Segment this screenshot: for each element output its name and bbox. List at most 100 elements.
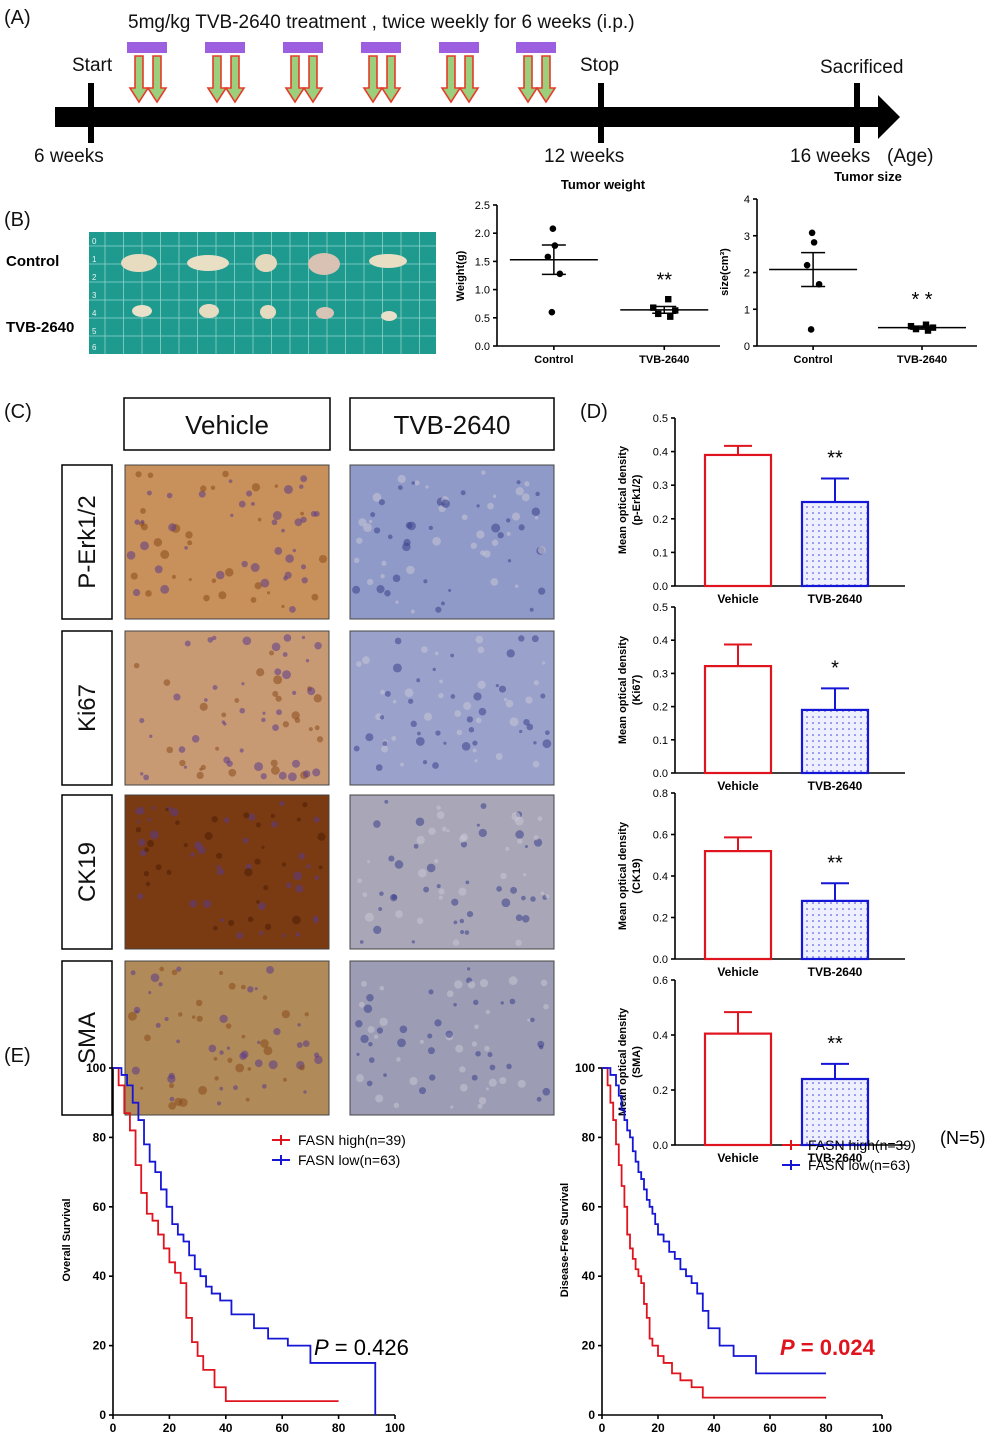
cell-nucleus (492, 494, 497, 498)
y-axis-label-marker: (p-Erk1/2) (631, 474, 643, 525)
timeline-arrow-head (878, 95, 900, 139)
bar-vehicle (703, 664, 773, 775)
cell-nucleus (225, 568, 234, 577)
dose-bar (361, 42, 401, 53)
start-label: Start (72, 55, 113, 76)
tumor-piece (260, 305, 276, 319)
dose-arrow-second (535, 55, 557, 104)
cell-nucleus (270, 813, 275, 818)
cell-nucleus (533, 838, 543, 847)
row-label: SMA (74, 1012, 101, 1064)
y-axis-label: Weight(g) (455, 250, 467, 301)
cell-nucleus (316, 736, 324, 743)
histology-row: SMA (61, 960, 555, 1116)
cell-nucleus (296, 817, 301, 822)
cell-nucleus (282, 721, 290, 728)
cell-nucleus (497, 532, 504, 539)
y-tick-label: 0.2 (653, 1085, 668, 1097)
cell-nucleus (443, 741, 447, 745)
cell-nucleus (215, 746, 220, 751)
cell-nucleus (362, 892, 368, 898)
cell-nucleus (135, 471, 142, 478)
cell-nucleus (276, 709, 282, 716)
bar-tvb (800, 500, 870, 588)
dose-marker (439, 42, 480, 104)
sacrificed-tick (854, 83, 860, 143)
cell-nucleus (272, 690, 279, 697)
cell-nucleus (533, 680, 540, 686)
cell-nucleus (191, 735, 200, 743)
cell-nucleus (271, 821, 278, 828)
cell-nucleus (313, 1052, 320, 1058)
cell-nucleus (143, 774, 150, 781)
cell-nucleus (314, 641, 322, 650)
cell-nucleus (537, 546, 546, 555)
cell-nucleus (478, 707, 487, 716)
cell-nucleus (274, 668, 282, 676)
cell-nucleus (213, 1056, 218, 1061)
cell-nucleus (281, 528, 285, 533)
cell-nucleus (301, 635, 306, 640)
histology-row: Ki67 (61, 630, 555, 786)
y-tick-label: 0.0 (653, 1140, 668, 1152)
cell-nucleus (505, 846, 510, 851)
cell-nucleus (292, 759, 301, 768)
chart-title: Tumor weight (561, 177, 646, 192)
cell-nucleus (268, 1060, 278, 1070)
cell-nucleus (496, 886, 502, 892)
tumor-piece (308, 253, 340, 275)
p-symbol: P (314, 1335, 329, 1360)
cell-nucleus (136, 806, 145, 815)
bar-tvb (800, 1077, 870, 1147)
cell-nucleus (175, 820, 180, 825)
cell-nucleus (392, 699, 397, 704)
cell-nucleus (423, 579, 428, 584)
cell-nucleus (419, 1039, 424, 1044)
cell-nucleus (422, 759, 428, 765)
cell-nucleus (375, 1094, 384, 1103)
cell-nucleus (272, 511, 282, 520)
cell-nucleus (136, 820, 141, 824)
cell-nucleus (270, 759, 278, 767)
cell-nucleus (135, 1010, 139, 1014)
cell-nucleus (515, 914, 523, 922)
cell-nucleus (381, 745, 389, 753)
y-tick-label: 0.0 (653, 581, 668, 593)
cell-nucleus (379, 715, 385, 720)
cell-nucleus (517, 1079, 526, 1088)
cell-nucleus (507, 559, 512, 563)
cell-nucleus (395, 910, 403, 918)
cell-nucleus (509, 998, 516, 1005)
cell-nucleus (428, 989, 434, 995)
cell-nucleus (293, 871, 302, 881)
cell-nucleus (272, 724, 279, 731)
cell-nucleus (476, 823, 480, 827)
cell-nucleus (299, 484, 304, 489)
cell-nucleus (279, 800, 285, 807)
cell-nucleus (537, 816, 543, 822)
cell-nucleus (355, 1074, 365, 1083)
cell-nucleus (540, 693, 546, 699)
cell-nucleus (527, 1018, 531, 1022)
cell-nucleus (139, 718, 145, 724)
cell-nucleus (488, 1078, 497, 1087)
cell-nucleus (514, 816, 524, 826)
cell-nucleus (218, 591, 227, 600)
cell-nucleus (263, 885, 269, 891)
cell-nucleus (533, 741, 537, 745)
cell-nucleus (282, 652, 288, 657)
cell-nucleus (531, 635, 539, 643)
cell-nucleus (133, 662, 140, 669)
cell-nucleus (164, 1017, 169, 1022)
cell-nucleus (168, 1083, 175, 1089)
y-tick-label: 0.1 (653, 735, 668, 747)
data-point (665, 295, 672, 303)
cell-nucleus (219, 1086, 224, 1091)
dose-marker (361, 42, 402, 104)
cell-nucleus (404, 688, 414, 698)
cell-nucleus (515, 487, 524, 496)
cell-nucleus (176, 1039, 180, 1044)
cell-nucleus (392, 574, 401, 583)
row-label-box (61, 464, 113, 620)
